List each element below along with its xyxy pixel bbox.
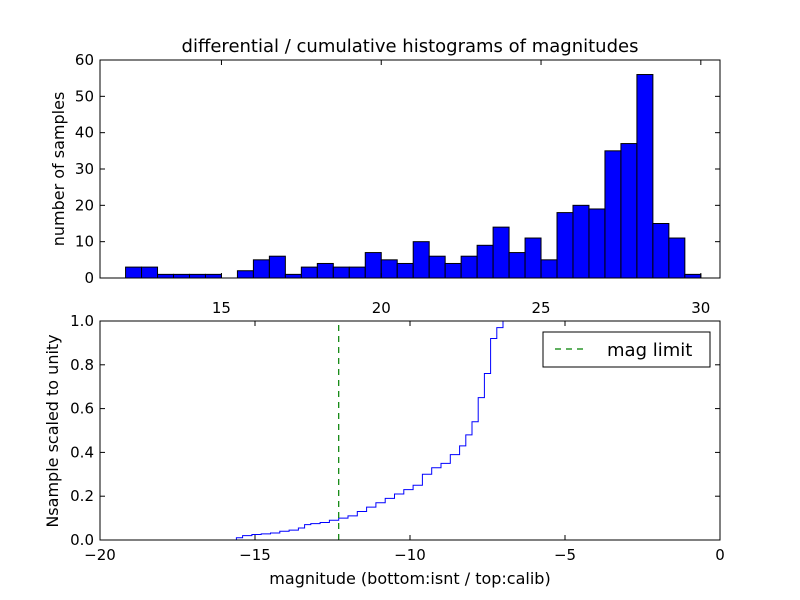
cumulative-y-tick-label: 0.2 [70,487,94,505]
histogram-bar [125,266,143,279]
histogram-bar [188,273,206,279]
histogram-panel: differential / cumulative histograms of … [49,36,721,317]
histogram-bar [444,262,462,279]
cumulative-step-line [100,320,720,541]
histogram-ticks: 0 10 20 30 40 50 60 15 20 25 30 [75,51,720,317]
cumulative-x-tick-label: −5 [554,546,576,564]
cumulative-y-tick-label: 0.0 [70,531,94,549]
histogram-bar [524,237,542,279]
histogram-y-tick-label: 60 [75,51,94,69]
histogram-y-tick-label: 30 [75,160,94,178]
legend: mag limit [542,331,711,368]
cumulative-x-tick-label: −20 [84,546,116,564]
cumulative-y-tick-label: 0.4 [70,443,94,461]
histogram-bar [332,266,350,279]
histogram-y-axis-label: number of samples [49,92,68,247]
histogram-y-tick-label: 50 [75,87,94,105]
cumulative-y-tick-label: 0.6 [70,400,94,418]
histogram-bar [620,143,638,279]
legend-entry-mag-limit: mag limit [607,340,692,361]
histogram-x-tick-label: 30 [691,299,710,317]
chart-title: differential / cumulative histograms of … [182,36,639,57]
cumulative-x-tick-label: −15 [239,546,271,564]
histogram-bar [348,266,366,279]
histogram-bar [572,204,590,279]
histogram-bar [300,266,318,279]
cumulative-x-axis-label: magnitude (bottom:isnt / top:calib) [269,569,550,588]
histogram-bar [604,150,622,279]
cumulative-panel: 0.0 0.2 0.4 0.6 0.8 1.0 −20 −15 −10 −5 0 Nsample s… [43,312,725,588]
cumulative-y-tick-label: 0.8 [70,356,94,374]
histogram-y-tick-label: 10 [75,233,94,251]
histogram-x-tick-label: 25 [531,299,550,317]
cumulative-y-axis-label: Nsample scaled to unity [43,334,62,527]
histogram-bar [364,252,382,279]
histogram-bar [556,212,574,279]
histogram-bar [284,273,302,279]
cumulative-y-tick-label: 1.0 [70,312,94,330]
histogram-bar [540,259,558,279]
cumulative-x-tick-label: 0 [715,546,725,564]
cumulative-ticks: 0.0 0.2 0.4 0.6 0.8 1.0 −20 −15 −10 −5 0 [70,312,725,564]
histogram-bar [157,273,175,279]
histogram-bar [252,259,270,279]
histogram-bar [268,255,286,279]
histogram-bar [316,262,334,279]
histogram-bar [508,252,526,279]
histogram-bar [652,223,670,279]
histogram-y-tick-label: 40 [75,124,94,142]
histogram-bars [125,74,702,279]
cumulative-plot-area [100,320,720,541]
histogram-x-tick-label: 20 [372,299,391,317]
histogram-bar [396,262,414,279]
histogram-bar [684,273,702,279]
histogram-bar [668,237,686,279]
histogram-bar [636,74,654,279]
histogram-bar [588,208,606,279]
histogram-bar [141,266,159,279]
histogram-y-tick-label: 0 [84,269,94,287]
histogram-bar [380,259,398,279]
histogram-bar [204,273,222,279]
histogram-bar [460,255,478,279]
histogram-bar [173,273,190,279]
histogram-y-tick-label: 20 [75,196,94,214]
histogram-bar [236,270,254,279]
cumulative-x-tick-label: −10 [394,546,426,564]
histogram-bar [412,241,430,279]
histogram-bar [476,244,494,279]
histogram-x-tick-label: 15 [212,299,231,317]
histogram-bar [492,226,510,279]
histogram-bar [428,255,446,279]
